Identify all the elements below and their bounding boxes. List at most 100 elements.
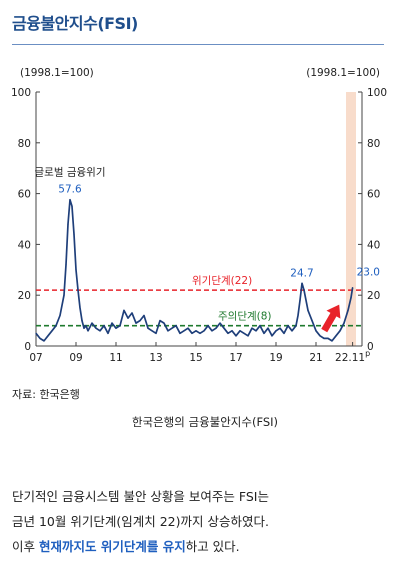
x-tick-label: 21 xyxy=(309,352,322,364)
fsi-data-point xyxy=(327,337,329,339)
fsi-data-point xyxy=(291,330,293,332)
fsi-data-point xyxy=(263,332,265,334)
fsi-data-point xyxy=(287,325,289,327)
y-tick-label-left: 100 xyxy=(11,87,31,99)
fsi-data-point xyxy=(207,325,209,327)
annotation-peak-2020: 24.7 xyxy=(290,267,313,279)
fsi-data-point xyxy=(255,330,257,332)
fsi-data-point xyxy=(271,335,273,337)
fsi-data-point xyxy=(239,330,241,332)
fsi-data-point xyxy=(319,335,321,337)
fsi-data-point xyxy=(47,335,49,337)
fsi-data-point xyxy=(259,325,261,327)
fsi-data-point xyxy=(103,325,105,327)
fsi-data-point xyxy=(267,327,269,329)
fsi-data-point xyxy=(191,332,193,334)
page-title: 금융불안지수(FSI) xyxy=(12,14,138,33)
fsi-data-point xyxy=(87,330,89,332)
fsi-data-point xyxy=(251,327,253,329)
fsi-data-point xyxy=(65,264,67,266)
fsi-data-point xyxy=(295,325,297,327)
fsi-data-point xyxy=(55,325,57,327)
fsi-data-point xyxy=(215,327,217,329)
fsi-data-point xyxy=(151,330,153,332)
fsi-data-point xyxy=(91,322,93,324)
fsi-data-point xyxy=(63,294,65,296)
fsi-data-point xyxy=(311,320,313,322)
fsi-data-point xyxy=(283,332,285,334)
fsi-data-point xyxy=(79,307,81,309)
fsi-data-point xyxy=(301,282,303,284)
fsi-data-point xyxy=(43,340,45,342)
fsi-data-point xyxy=(83,327,85,329)
y-tick-label-right: 0 xyxy=(367,341,374,353)
fsi-data-point xyxy=(335,335,337,337)
fsi-data-point xyxy=(347,309,349,312)
fsi-data-point xyxy=(155,332,157,334)
source-note: 자료: 한국은행 xyxy=(12,388,80,401)
fsi-data-point xyxy=(171,327,173,329)
x-tick-label: 17 xyxy=(229,352,242,364)
fsi-data-point xyxy=(352,286,354,289)
y-tick-label-left: 20 xyxy=(18,290,31,302)
fsi-data-point xyxy=(35,332,37,334)
fsi-data-point xyxy=(331,340,333,342)
title-divider xyxy=(12,44,384,45)
fsi-data-point xyxy=(187,327,189,329)
x-tick-label: 11 xyxy=(109,352,122,364)
fsi-data-point xyxy=(81,320,83,322)
paragraph-line-1: 단기적인 금융시스템 불안 상황을 보여주는 FSI는 xyxy=(12,489,269,504)
fsi-data-point xyxy=(307,309,309,312)
fsi-data-point xyxy=(111,322,113,324)
y-tick-label-right: 80 xyxy=(367,138,380,150)
fsi-data-point xyxy=(115,327,117,329)
fsi-data-point xyxy=(175,325,177,327)
fsi-data-point xyxy=(231,330,233,332)
fsi-line-chart: (1998.1=100) (1998.1=100) 0 0 20 20 40 40 60 60… xyxy=(11,67,387,364)
threshold-label: 위기단계(22) xyxy=(192,274,252,287)
paragraph-line-3-end: 하고 있다. xyxy=(185,539,240,554)
y-tick-label-left: 80 xyxy=(18,138,31,150)
fsi-data-point xyxy=(299,299,301,301)
fsi-data-point xyxy=(131,312,133,314)
annotation-latest: 23.0 xyxy=(357,267,380,279)
x-tick-suffix: p xyxy=(365,349,370,358)
fsi-data-point xyxy=(199,332,201,334)
fsi-data-point xyxy=(243,332,245,334)
fsi-data-point xyxy=(343,322,345,324)
fsi-data-point xyxy=(59,314,61,317)
fsi-data-point xyxy=(275,330,277,332)
y-tick-label-left: 60 xyxy=(18,189,31,201)
fsi-data-point xyxy=(167,330,169,332)
fsi-data-point xyxy=(77,289,79,291)
fsi-data-point xyxy=(73,233,75,235)
fsi-data-point xyxy=(339,330,341,332)
y-tick-label-left: 0 xyxy=(24,341,31,353)
right-axis-note: (1998.1=100) xyxy=(306,67,380,79)
fsi-data-point xyxy=(67,223,69,225)
y-tick-label-right: 60 xyxy=(367,189,380,201)
fsi-data-point xyxy=(75,269,77,271)
chart-caption: 한국은행의 금융불안지수(FSI) xyxy=(131,415,279,429)
body-paragraph: 단기적인 금융시스템 불안 상황을 보여주는 FSI는 금년 10월 위기단계(… xyxy=(12,484,402,559)
fsi-data-point xyxy=(95,327,97,329)
current-period-shade xyxy=(346,92,356,346)
fsi-data-point xyxy=(127,317,129,319)
fsi-data-point xyxy=(99,330,101,332)
x-tick-label: 19 xyxy=(269,352,282,364)
left-axis-note: (1998.1=100) xyxy=(20,67,94,79)
paragraph-line-3: 이후 현재까지도 위기단계를 유지하고 있다. xyxy=(12,534,402,559)
rising-arrow-icon xyxy=(321,304,341,333)
x-tick-label: 15 xyxy=(189,352,202,364)
fsi-data-point xyxy=(183,330,185,332)
paragraph-line-2: 금년 10월 위기단계(임계치 22)까지 상승하였다. xyxy=(12,514,269,529)
x-tick-label: 22.11p xyxy=(335,349,370,364)
annotation-peak-2008: 57.6 xyxy=(58,184,82,196)
fsi-data-point xyxy=(147,327,149,329)
fsi-data-point xyxy=(303,289,305,291)
fsi-data-point xyxy=(297,314,299,317)
fsi-data-point xyxy=(179,332,181,334)
y-tick-label-right: 20 xyxy=(367,290,380,302)
y-tick-label-left: 40 xyxy=(18,239,31,251)
fsi-data-point xyxy=(195,330,197,332)
